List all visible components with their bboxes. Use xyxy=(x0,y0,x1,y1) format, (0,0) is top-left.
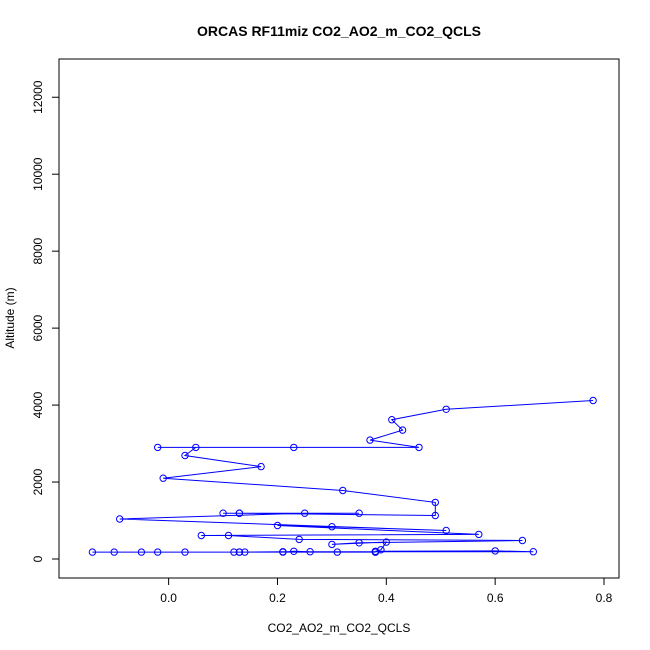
data-point xyxy=(589,396,597,405)
y-tick-label: 4000 xyxy=(31,391,45,418)
data-point xyxy=(415,443,423,452)
plot-frame xyxy=(58,58,620,579)
y-tick-label: 6000 xyxy=(31,314,45,341)
data-point xyxy=(355,509,363,517)
x-tick-label: 0.6 xyxy=(487,591,504,605)
x-tick-label: 0.4 xyxy=(378,591,395,605)
data-point xyxy=(116,515,124,523)
series-line xyxy=(92,400,594,553)
data-point xyxy=(241,548,249,556)
data-point xyxy=(181,548,189,556)
data-point xyxy=(398,426,407,434)
data-point xyxy=(371,548,380,556)
y-axis: 0 2000 4000 6000 8000 10000 12000 xyxy=(31,80,60,562)
y-axis-label: Altitude (m) xyxy=(3,287,17,348)
data-point xyxy=(235,509,244,517)
x-axis: 0.0 0.2 0.4 0.6 0.8 xyxy=(160,577,613,605)
x-tick-label: 0.2 xyxy=(269,591,286,605)
data-point xyxy=(301,509,309,517)
data-point xyxy=(328,523,336,531)
data-point xyxy=(224,531,233,540)
data-point xyxy=(290,547,298,555)
data-point xyxy=(235,548,244,556)
data-point xyxy=(518,536,527,545)
y-tick-label: 10000 xyxy=(31,157,45,191)
data-point xyxy=(388,416,396,424)
data-point xyxy=(442,405,450,413)
data-point xyxy=(529,548,537,556)
data-point xyxy=(88,548,97,556)
data-point xyxy=(431,498,439,507)
series-layer xyxy=(88,396,597,556)
data-point xyxy=(295,535,303,544)
data-point xyxy=(181,451,189,460)
data-point xyxy=(355,539,363,547)
data-point xyxy=(328,540,336,549)
data-point xyxy=(110,548,118,556)
y-tick-label: 0 xyxy=(31,555,45,562)
data-point xyxy=(192,443,200,452)
y-tick-label: 8000 xyxy=(31,237,45,264)
data-point xyxy=(431,511,439,520)
data-point xyxy=(273,521,282,530)
data-point xyxy=(366,436,374,444)
data-point xyxy=(159,474,167,482)
data-point xyxy=(290,443,298,452)
chart-title: ORCAS RF11miz CO2_AO2_m_CO2_QCLS xyxy=(197,23,481,39)
x-axis-label: CO2_AO2_m_CO2_QCLS xyxy=(268,621,411,635)
data-point xyxy=(154,443,162,452)
data-point xyxy=(219,509,227,517)
data-point xyxy=(306,548,314,556)
data-point xyxy=(333,548,341,556)
y-tick-label: 12000 xyxy=(31,80,45,114)
data-point xyxy=(137,548,146,556)
y-tick-label: 2000 xyxy=(31,468,45,495)
data-point xyxy=(339,486,347,495)
data-point xyxy=(230,548,238,556)
data-point xyxy=(382,538,390,546)
data-point xyxy=(475,530,483,539)
data-point xyxy=(197,531,206,540)
x-tick-label: 0.0 xyxy=(160,591,177,605)
data-point xyxy=(491,547,499,555)
x-tick-label: 0.8 xyxy=(596,591,613,605)
data-point xyxy=(442,526,450,535)
data-point xyxy=(154,548,162,556)
data-point xyxy=(279,548,287,556)
data-point xyxy=(257,462,265,471)
